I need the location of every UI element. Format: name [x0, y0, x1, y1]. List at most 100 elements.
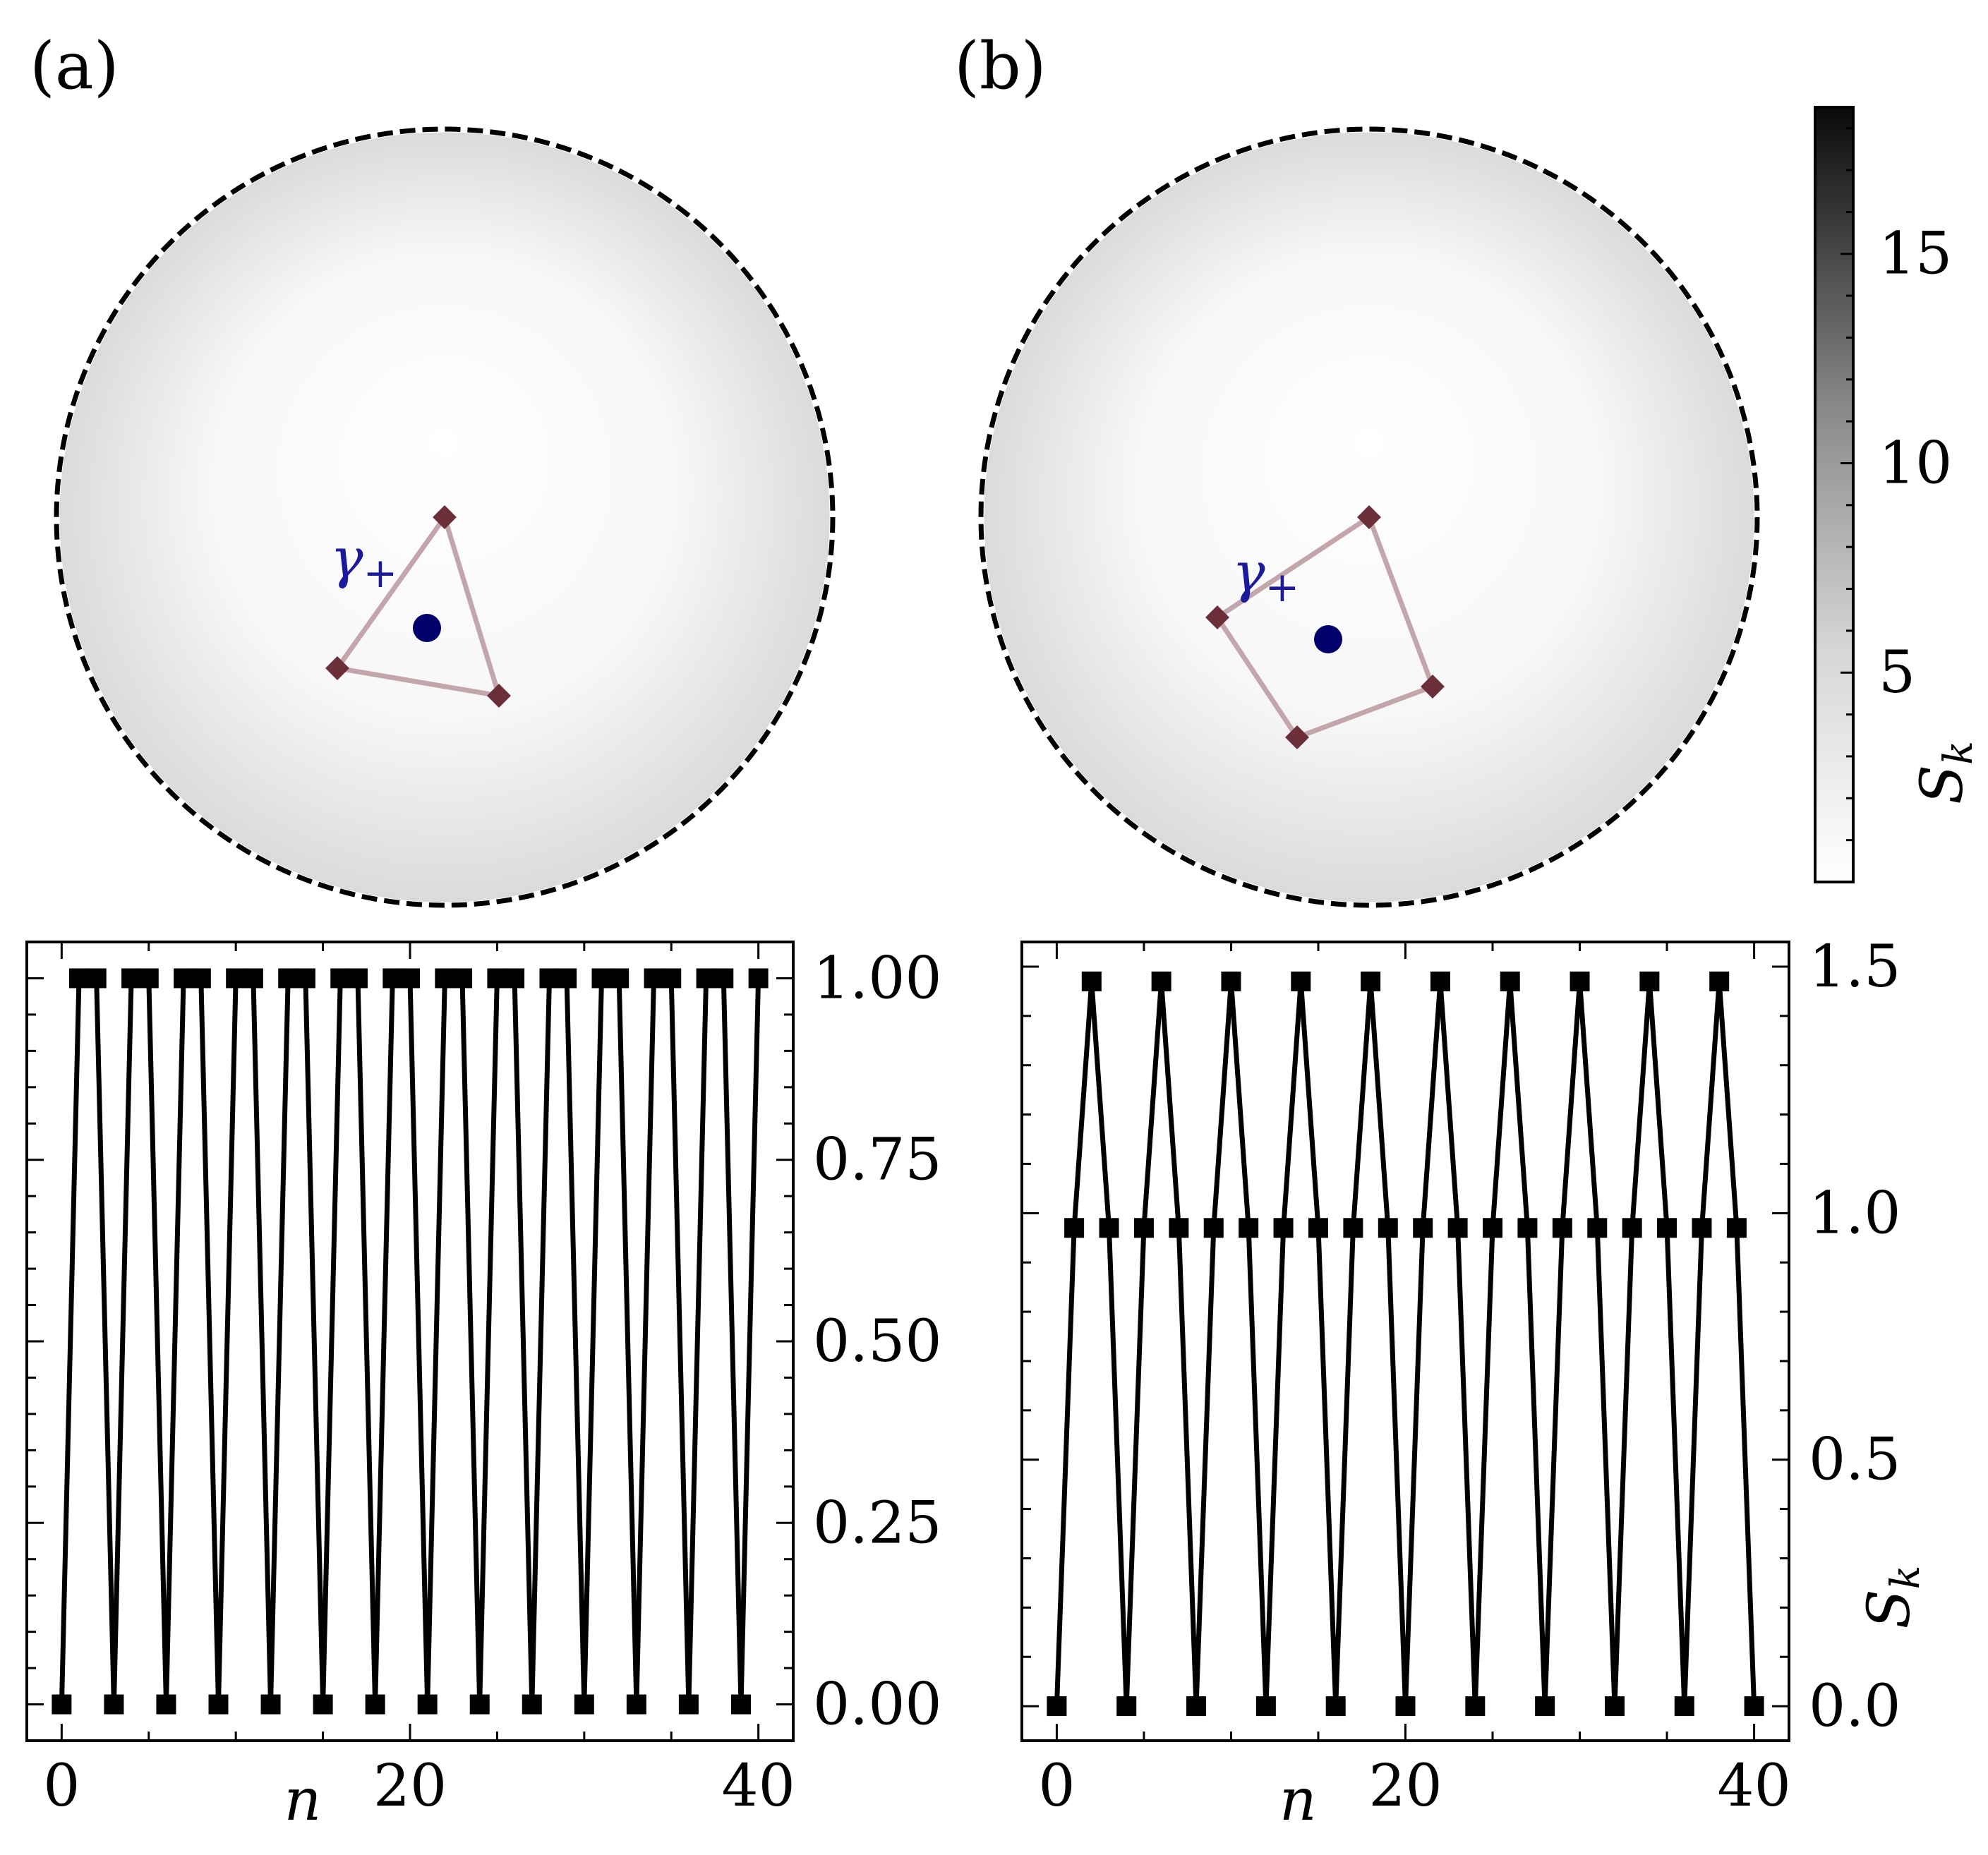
data-point: [557, 968, 577, 989]
x-axis-label: n: [1279, 1767, 1317, 1834]
data-point: [626, 1694, 646, 1715]
data-point: [365, 1694, 385, 1715]
data-point: [1744, 1696, 1764, 1717]
data-point: [1517, 1218, 1538, 1238]
data-point: [574, 1694, 594, 1715]
data-point: [1133, 1218, 1154, 1238]
data-point: [1709, 971, 1730, 991]
data-point: [1239, 1218, 1259, 1238]
colorbar-tick-label: 5: [1879, 639, 1915, 706]
data-point: [1343, 1218, 1363, 1238]
data-point: [1465, 1696, 1486, 1717]
contour-vertex-a1: [433, 505, 457, 529]
chart-panel-a: 0 20 40 n 0.00 0.25 0.50 0.75 1.00: [25, 941, 942, 1834]
data-point: [1291, 971, 1311, 991]
data-point: [748, 968, 769, 989]
disk-b-boundary-dashed: [978, 126, 1760, 908]
contour-vertex-b2: [1421, 675, 1445, 699]
data-point: [487, 968, 507, 989]
data-point: [313, 1694, 333, 1715]
contour-vertex-b3: [1285, 725, 1309, 749]
x-tick-label: 0: [43, 1753, 80, 1820]
gamma-label-b: γ+: [1232, 541, 1299, 611]
panel-label-b: (b): [954, 28, 1047, 104]
data-point: [713, 968, 734, 989]
data-point: [417, 1694, 438, 1715]
colorbar-tick-label: 15: [1879, 221, 1952, 288]
data-point: [696, 968, 716, 989]
data-point: [1273, 1218, 1294, 1238]
data-point: [1378, 1218, 1398, 1238]
gamma-label-a: γ+: [330, 527, 397, 597]
chart-panel-b: 0 20 40 n 0.0 0.5 1.0 1.5 Sk: [1020, 933, 1929, 1834]
x-tick-label: 0: [1038, 1753, 1075, 1820]
data-point: [1692, 1218, 1712, 1238]
data-point: [1604, 1696, 1625, 1717]
data-point: [69, 968, 90, 989]
data-point: [138, 968, 159, 989]
data-point: [347, 968, 368, 989]
x-tick-label: 20: [1368, 1753, 1442, 1820]
data-point: [156, 1694, 176, 1715]
data-point: [1169, 1218, 1189, 1238]
y-tick-label: 0.5: [1809, 1427, 1900, 1494]
data-point: [330, 968, 351, 989]
data-point: [1221, 971, 1241, 991]
data-point: [469, 1694, 490, 1715]
data-point: [661, 968, 682, 989]
data-point: [1151, 971, 1171, 991]
y-tick-label: 0.50: [813, 1308, 942, 1375]
data-point: [730, 1694, 751, 1715]
data-point: [1203, 1218, 1224, 1238]
disk-a-boundary-dashed: [54, 126, 836, 908]
data-point: [1622, 1218, 1642, 1238]
colorbar-tick-label: 10: [1879, 430, 1952, 497]
data-point: [1308, 1218, 1328, 1238]
plot-frame: [1020, 941, 1790, 1742]
data-point: [1413, 1218, 1433, 1238]
data-point: [104, 1694, 124, 1715]
series-line: [1054, 981, 1757, 1707]
data-point: [452, 968, 473, 989]
data-point: [1552, 1218, 1572, 1238]
data-point: [1483, 1218, 1503, 1238]
data-point: [1116, 1696, 1137, 1717]
colorbar: 5 10 15 Sk: [1814, 106, 1982, 883]
data-point: [1099, 1218, 1119, 1238]
data-point: [644, 968, 664, 989]
panel-label-a: (a): [30, 28, 119, 104]
data-point: [86, 968, 107, 989]
y-tick-label: 1.0: [1809, 1180, 1900, 1247]
data-point: [260, 1694, 281, 1715]
data-point: [505, 968, 525, 989]
data-point: [1570, 971, 1590, 991]
data-point: [1325, 1696, 1346, 1717]
contour-vertex-b1: [1357, 505, 1381, 529]
colorbar-gradient: [1814, 106, 1855, 883]
data-point: [208, 1694, 229, 1715]
data-point: [1430, 971, 1450, 991]
y-tick-label: 1.5: [1809, 933, 1900, 1001]
data-point: [382, 968, 403, 989]
data-point: [1500, 971, 1520, 991]
data-point: [1361, 971, 1381, 991]
data-point: [174, 968, 194, 989]
data-point: [1657, 1218, 1677, 1238]
y-tick-label: 0.75: [813, 1127, 942, 1194]
data-point: [226, 968, 246, 989]
x-tick-label: 40: [721, 1753, 795, 1820]
exceptional-point-a: [413, 614, 441, 642]
contour-vertex-b4: [1205, 605, 1229, 629]
y-axis-label: Sk: [1856, 1565, 1929, 1629]
contour-triangle-a: [332, 512, 502, 699]
data-point: [539, 968, 560, 989]
y-tick-label: 0.25: [813, 1490, 942, 1557]
data-point: [52, 1694, 72, 1715]
data-point: [1186, 1696, 1207, 1717]
data-point: [1447, 1218, 1468, 1238]
data-point: [1255, 1696, 1276, 1717]
data-point: [1639, 971, 1660, 991]
data-point: [278, 968, 299, 989]
data-point: [1395, 1696, 1416, 1717]
